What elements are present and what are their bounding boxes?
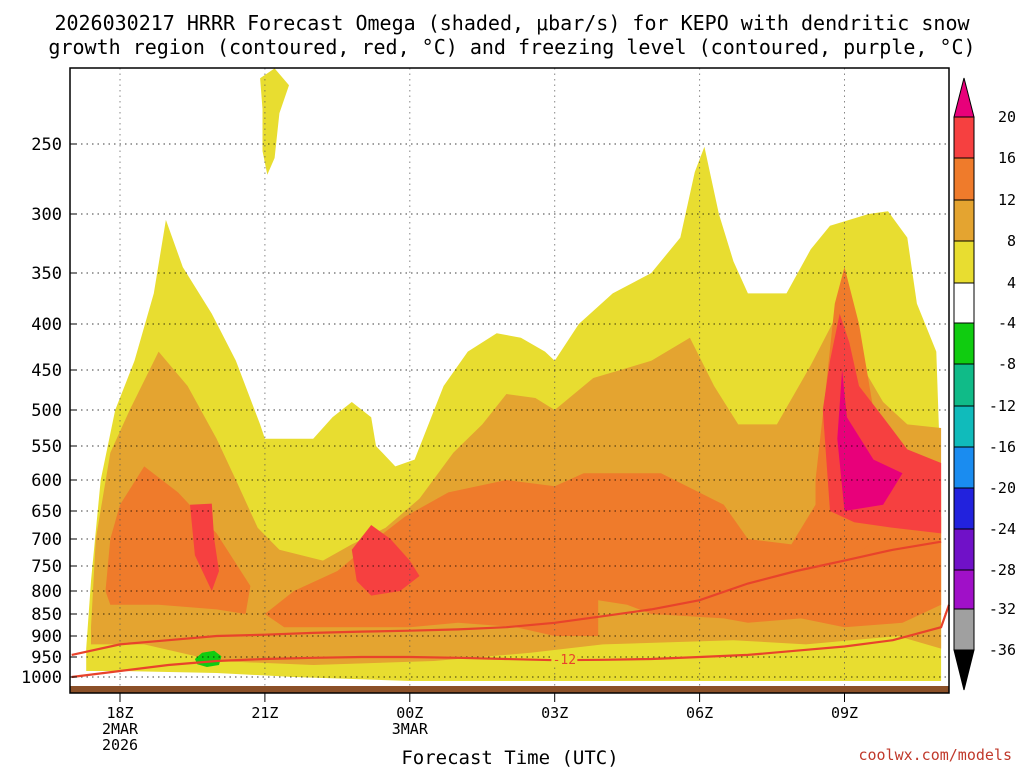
- colorbar-label-16: 16: [998, 149, 1016, 167]
- colorbar-cell-3: [953, 199, 975, 242]
- chart-title-line2: growth region (contoured, red, °C) and f…: [48, 35, 975, 59]
- site-credit: coolwx.com/models: [858, 746, 1012, 764]
- y-tick-label-600: 600: [31, 471, 62, 491]
- colorbar-cell-13: [953, 608, 975, 651]
- colorbar-label--12: -12: [989, 397, 1016, 415]
- colorbar-cell-2: [953, 157, 975, 201]
- x-tick-label-18Z-2: 2MAR: [102, 720, 139, 738]
- x-tick-label-09Z-1: 09Z: [831, 704, 858, 722]
- grid-lines: [70, 68, 949, 686]
- colorbar-label--32: -32: [989, 600, 1016, 618]
- y-tick-label-350: 350: [31, 264, 62, 284]
- colorbar-cell-5: [953, 282, 975, 324]
- red-contour-2: [71, 604, 951, 679]
- colorbar-label--36: -36: [989, 641, 1016, 659]
- y-tick-label-850: 850: [31, 605, 62, 625]
- omega-region-upper-isolated: [260, 68, 289, 175]
- y-tick-label-900: 900: [31, 627, 62, 647]
- colorbar-label-20: 20: [998, 108, 1016, 126]
- colorbar-cell-1: [953, 116, 975, 159]
- x-tick-label-18Z-1: 18Z: [106, 704, 133, 722]
- y-tick-label-700: 700: [31, 530, 62, 550]
- plot-frame: [69, 67, 950, 694]
- x-axis-label: Forecast Time (UTC): [401, 747, 618, 768]
- colorbar-label--16: -16: [989, 438, 1016, 456]
- colorbar-cell-top: [953, 77, 975, 118]
- dendritic-growth-contours: -12: [71, 540, 951, 679]
- colorbar-label-12: 12: [998, 191, 1016, 209]
- x-tick-label-00Z-2: 3MAR: [392, 720, 429, 738]
- x-tick-label-00Z-1: 00Z: [396, 704, 423, 722]
- colorbar-cell-11: [953, 528, 975, 571]
- y-tick-label-800: 800: [31, 582, 62, 602]
- colorbar-cell-8: [953, 405, 975, 448]
- colorbar-label--28: -28: [989, 561, 1016, 579]
- y-tick-label-750: 750: [31, 557, 62, 577]
- chart-title-line1: 2026030217 HRRR Forecast Omega (shaded, …: [54, 11, 970, 35]
- x-tick-label-06Z-1: 06Z: [686, 704, 713, 722]
- y-tick-label-250: 250: [31, 135, 62, 155]
- colorbar-label-4: 4: [1007, 274, 1016, 292]
- omega-region-right-20: [837, 370, 903, 511]
- colorbar-cell-4: [953, 240, 975, 284]
- colorbar-label--4: -4: [998, 314, 1016, 332]
- y-tick-label-650: 650: [31, 502, 62, 522]
- colorbar-label--8: -8: [998, 355, 1016, 373]
- colorbar-cell-10: [953, 487, 975, 530]
- colorbar-cell-12: [953, 569, 975, 610]
- terrain-bar: [70, 686, 949, 693]
- pressure-axis: 2503003504004505005506006507007508008509…: [21, 135, 77, 688]
- y-tick-label-1000: 1000: [21, 668, 62, 688]
- y-tick-label-550: 550: [31, 437, 62, 457]
- colorbar-cell-7: [953, 363, 975, 407]
- omega-colorbar: 20 16 12 8 4 -4 -8 -12 -16 -20 -24 -28 -32 -36: [953, 77, 1016, 691]
- colorbar-cell-6: [953, 322, 975, 365]
- colorbar-label-8: 8: [1007, 232, 1016, 250]
- x-tick-label-21Z-1: 21Z: [251, 704, 278, 722]
- colorbar-cell-bottom: [953, 649, 975, 691]
- omega-region-mid-16: [351, 525, 420, 596]
- colorbar-cell-9: [953, 446, 975, 489]
- y-tick-label-950: 950: [31, 648, 62, 668]
- red-contour-1: [71, 540, 942, 656]
- y-tick-label-300: 300: [31, 205, 62, 225]
- y-tick-label-500: 500: [31, 401, 62, 421]
- colorbar-label--20: -20: [989, 479, 1016, 497]
- contour-label-bg: [551, 650, 578, 667]
- omega-shading: [86, 68, 942, 682]
- y-tick-label-400: 400: [31, 315, 62, 335]
- colorbar-label--24: -24: [989, 520, 1016, 538]
- omega-region-left-16: [190, 503, 219, 591]
- contour-label: -12: [553, 653, 576, 668]
- x-tick-label-18Z-3: 2026: [102, 736, 138, 754]
- x-tick-label-03Z-1: 03Z: [541, 704, 568, 722]
- y-tick-label-450: 450: [31, 361, 62, 381]
- plot-area: -12: [69, 67, 951, 694]
